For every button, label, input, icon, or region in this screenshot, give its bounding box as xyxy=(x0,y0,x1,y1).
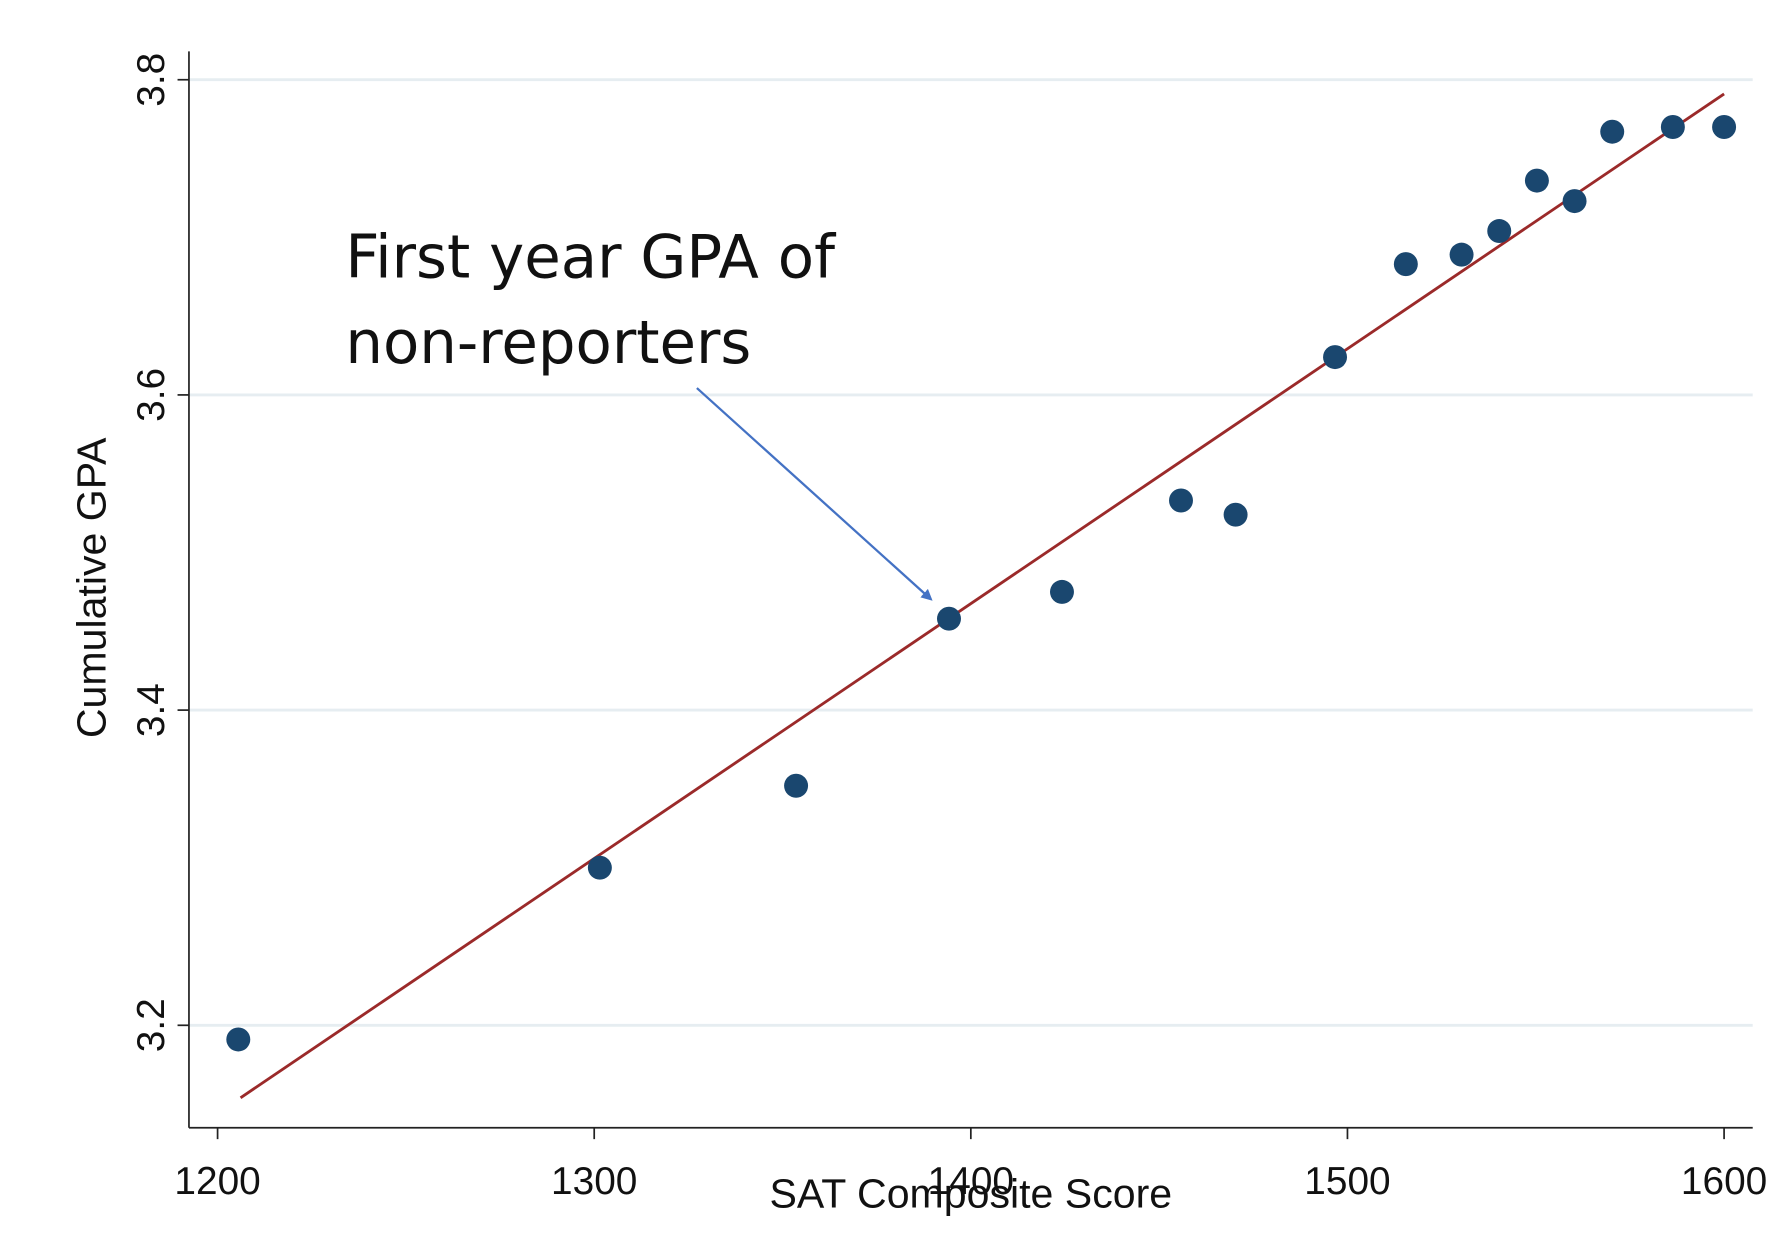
y-tick-label: 3.6 xyxy=(130,368,173,422)
x-tick-label: 1200 xyxy=(174,1160,260,1203)
point xyxy=(226,1027,251,1052)
point xyxy=(1487,219,1512,244)
point xyxy=(1712,115,1737,139)
point xyxy=(937,606,961,631)
x-tick-label: 1600 xyxy=(1681,1160,1767,1203)
y-tick-label: 3.4 xyxy=(130,683,173,737)
point xyxy=(1323,345,1348,370)
point xyxy=(1600,119,1625,144)
point xyxy=(784,773,809,798)
point xyxy=(1562,189,1587,214)
point xyxy=(587,855,612,880)
point xyxy=(1049,579,1074,604)
point xyxy=(1393,252,1418,277)
point xyxy=(1524,168,1549,193)
point xyxy=(1169,488,1193,513)
x-tick-label: 1400 xyxy=(928,1160,1014,1203)
annotation: non-reporters xyxy=(345,308,751,377)
x-tick-label: 1300 xyxy=(551,1160,637,1203)
x-tick-label: 1500 xyxy=(1304,1160,1390,1203)
fit-line xyxy=(239,92,1725,1099)
point xyxy=(1223,502,1248,527)
y-axis-label: Cumulative GPA xyxy=(69,437,115,738)
annotation: First year GPA of xyxy=(345,222,837,291)
y-tick-label: 3.8 xyxy=(130,53,173,107)
point xyxy=(1660,115,1685,139)
point xyxy=(1449,242,1474,267)
x-axis-label: SAT Composite Score xyxy=(770,1171,1173,1217)
y-tick-label: 3.2 xyxy=(130,998,173,1052)
annotation-arrow xyxy=(696,387,933,601)
